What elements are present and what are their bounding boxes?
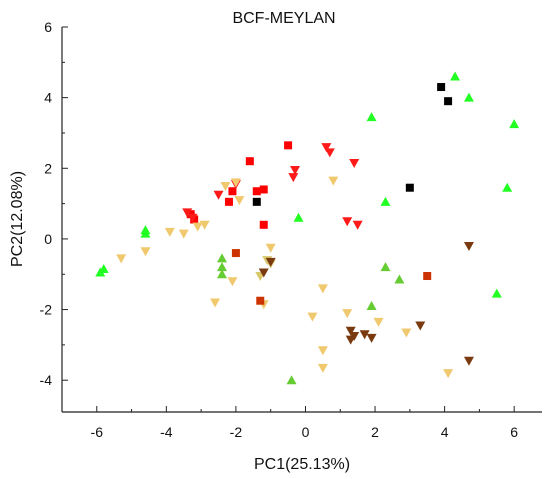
data-point	[345, 335, 356, 345]
data-point	[252, 187, 261, 196]
data-point	[463, 356, 474, 366]
data-point	[217, 262, 227, 272]
data-point	[349, 158, 360, 168]
x-tick-label: 0	[302, 424, 310, 440]
data-point	[284, 141, 293, 150]
data-point	[217, 269, 227, 279]
data-point	[463, 241, 474, 251]
data-point	[345, 326, 356, 336]
x-tick-label: -4	[160, 424, 173, 440]
data-point	[227, 277, 238, 287]
x-tick-label: 2	[371, 424, 379, 440]
data-point	[256, 296, 265, 305]
data-point	[342, 217, 353, 227]
data-point	[231, 249, 240, 258]
data-point	[342, 309, 353, 319]
data-point	[366, 301, 377, 311]
data-point	[245, 157, 254, 166]
data-point	[220, 181, 231, 191]
data-point	[317, 346, 328, 356]
data-point	[178, 229, 189, 239]
data-point	[463, 92, 474, 102]
data-point	[405, 183, 414, 192]
data-point	[192, 222, 203, 232]
data-point	[366, 112, 377, 122]
data-point	[258, 268, 269, 278]
data-point	[234, 196, 245, 206]
data-point	[140, 247, 151, 257]
data-point	[373, 317, 384, 327]
chart-title: BCF-MEYLAN	[232, 10, 335, 27]
data-point	[164, 227, 175, 237]
data-point	[437, 83, 446, 92]
data-point	[213, 190, 224, 200]
data-point	[321, 143, 332, 153]
data-point	[290, 166, 301, 176]
x-tick-label: 4	[441, 424, 449, 440]
data-point	[224, 197, 233, 206]
data-point	[182, 208, 193, 218]
data-point	[116, 254, 127, 264]
data-point	[286, 375, 297, 385]
data-point	[210, 298, 221, 308]
data-point	[317, 284, 328, 294]
data-point	[259, 185, 268, 194]
y-axis-title: PC2(12.08%)	[9, 171, 26, 267]
data-point	[217, 253, 227, 263]
data-point	[443, 369, 454, 379]
y-tick-label: 2	[44, 160, 52, 176]
data-point	[265, 243, 276, 253]
data-point	[228, 187, 237, 196]
data-point	[509, 119, 520, 129]
data-point	[444, 97, 453, 106]
x-tick-label: -6	[91, 424, 104, 440]
y-axis-ticks: -4 -2 0 2 4 6	[40, 19, 68, 388]
data-point	[265, 257, 276, 267]
data-point	[324, 148, 335, 158]
data-point	[380, 196, 391, 206]
data-point	[187, 213, 198, 223]
data-point	[140, 228, 151, 238]
data-point	[415, 321, 426, 331]
data-point	[293, 212, 304, 222]
x-tick-label: 6	[510, 424, 518, 440]
data-point	[317, 363, 328, 373]
data-point	[366, 333, 377, 343]
data-point	[259, 220, 268, 229]
data-point	[352, 220, 363, 230]
plot-area	[95, 71, 520, 385]
y-tick-label: 6	[44, 19, 52, 35]
data-point	[423, 272, 432, 281]
data-point	[450, 71, 461, 81]
data-point	[252, 197, 261, 206]
data-point	[95, 267, 106, 277]
x-axis-title: PC1(25.13%)	[254, 456, 350, 473]
x-tick-label: -2	[230, 424, 243, 440]
data-point	[394, 274, 405, 284]
y-tick-label: 0	[44, 231, 52, 247]
y-tick-label: 4	[44, 90, 52, 106]
data-point	[380, 262, 391, 272]
data-point	[502, 182, 513, 192]
data-point	[288, 173, 299, 183]
x-axis-ticks: -6 -4 -2 0 2 4 6	[91, 406, 518, 440]
data-point	[491, 288, 502, 298]
data-point	[230, 178, 241, 188]
data-point	[401, 328, 412, 338]
y-tick-label: -2	[40, 302, 53, 318]
data-point	[359, 330, 370, 340]
y-tick-label: -4	[40, 372, 53, 388]
data-point	[307, 312, 318, 322]
data-point	[328, 176, 339, 186]
